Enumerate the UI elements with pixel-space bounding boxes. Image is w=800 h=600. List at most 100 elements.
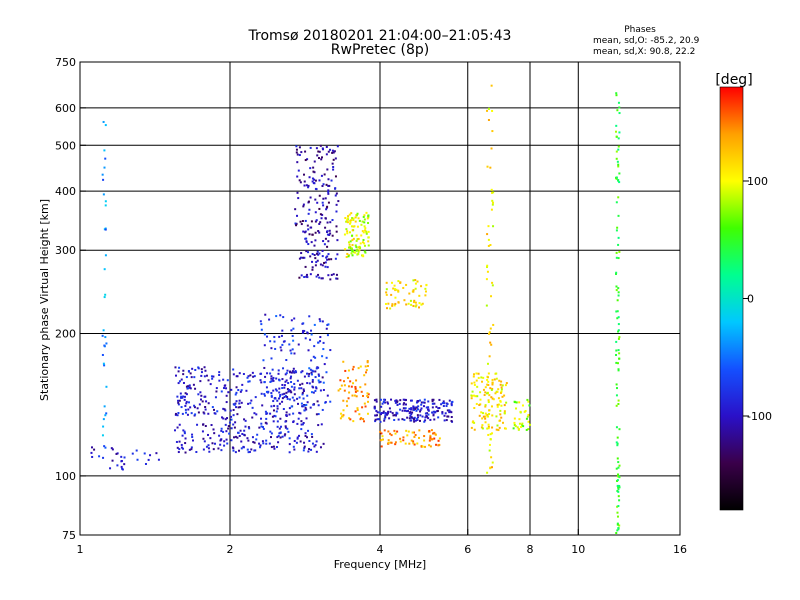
data-point [217, 447, 220, 450]
data-point [211, 442, 214, 445]
data-point [416, 417, 419, 420]
data-point [314, 257, 317, 260]
data-point [617, 196, 620, 199]
colorbar-tick-label: -100 [747, 410, 772, 423]
data-point [396, 430, 399, 433]
data-point [210, 424, 213, 427]
data-point [184, 442, 187, 445]
data-point [308, 208, 311, 211]
data-point [334, 157, 337, 160]
data-point [247, 439, 250, 442]
data-point [358, 219, 361, 222]
data-point [312, 166, 315, 169]
data-point [274, 415, 277, 418]
x-tick-label: 2 [227, 543, 234, 556]
data-point [391, 303, 394, 306]
data-point [236, 413, 239, 416]
data-point [272, 445, 275, 448]
data-point [434, 433, 437, 436]
data-point [328, 233, 331, 236]
data-point [504, 384, 507, 387]
data-point [327, 240, 330, 243]
data-point [180, 443, 183, 446]
data-point [384, 302, 387, 305]
data-point [441, 411, 444, 414]
data-point [351, 394, 354, 397]
data-point [305, 240, 308, 243]
data-point [521, 404, 524, 407]
data-point [386, 413, 389, 416]
data-point [404, 399, 407, 402]
data-point [184, 437, 187, 440]
data-point [618, 250, 621, 253]
data-point [320, 277, 323, 280]
data-point [294, 208, 297, 211]
data-point [484, 405, 487, 408]
data-point [513, 400, 516, 403]
data-point [289, 390, 292, 393]
data-point [616, 479, 619, 482]
data-point [518, 418, 521, 421]
data-point [391, 304, 394, 307]
data-point [490, 343, 493, 346]
data-point [391, 412, 394, 415]
data-point [298, 411, 301, 414]
data-point [313, 323, 316, 326]
data-point [618, 486, 621, 489]
data-point [380, 412, 383, 415]
data-point [302, 230, 305, 233]
data-point [200, 371, 203, 374]
data-point [494, 392, 497, 395]
data-point [315, 219, 318, 222]
data-point [248, 450, 251, 453]
data-point [284, 373, 287, 376]
data-point [487, 372, 490, 375]
data-point [321, 255, 324, 258]
data-point [314, 187, 317, 190]
data-point [276, 407, 279, 410]
data-point [272, 420, 275, 423]
data-point [308, 439, 311, 442]
data-point [491, 461, 494, 464]
data-point [491, 281, 494, 284]
data-point [259, 444, 262, 447]
data-point [202, 411, 205, 414]
data-point [296, 437, 299, 440]
data-point [403, 409, 406, 412]
data-point [207, 433, 210, 436]
data-point [326, 323, 329, 326]
data-point [342, 409, 345, 412]
data-point [307, 349, 310, 352]
data-point [424, 294, 427, 297]
data-point [359, 418, 362, 421]
data-point [414, 433, 417, 436]
data-point [351, 368, 354, 371]
data-point [308, 382, 311, 385]
data-point [414, 407, 417, 410]
data-point [194, 413, 197, 416]
data-point [420, 285, 423, 288]
data-point [342, 399, 345, 402]
data-point [308, 315, 311, 318]
data-point [311, 253, 314, 256]
data-point [440, 403, 443, 406]
data-point [297, 197, 300, 200]
data-point [177, 370, 180, 373]
data-point [296, 397, 299, 400]
data-point [326, 258, 329, 261]
data-point [315, 387, 318, 390]
data-point [302, 388, 305, 391]
data-point [618, 499, 621, 502]
data-point [527, 400, 530, 403]
data-point [226, 442, 229, 445]
data-point [397, 280, 400, 283]
data-point [312, 386, 315, 389]
data-point [448, 399, 451, 402]
data-point [616, 522, 619, 525]
data-point [264, 410, 267, 413]
data-point [269, 430, 272, 433]
data-point [207, 447, 210, 450]
data-point [314, 231, 317, 234]
data-point [291, 334, 294, 337]
data-point [240, 447, 243, 450]
